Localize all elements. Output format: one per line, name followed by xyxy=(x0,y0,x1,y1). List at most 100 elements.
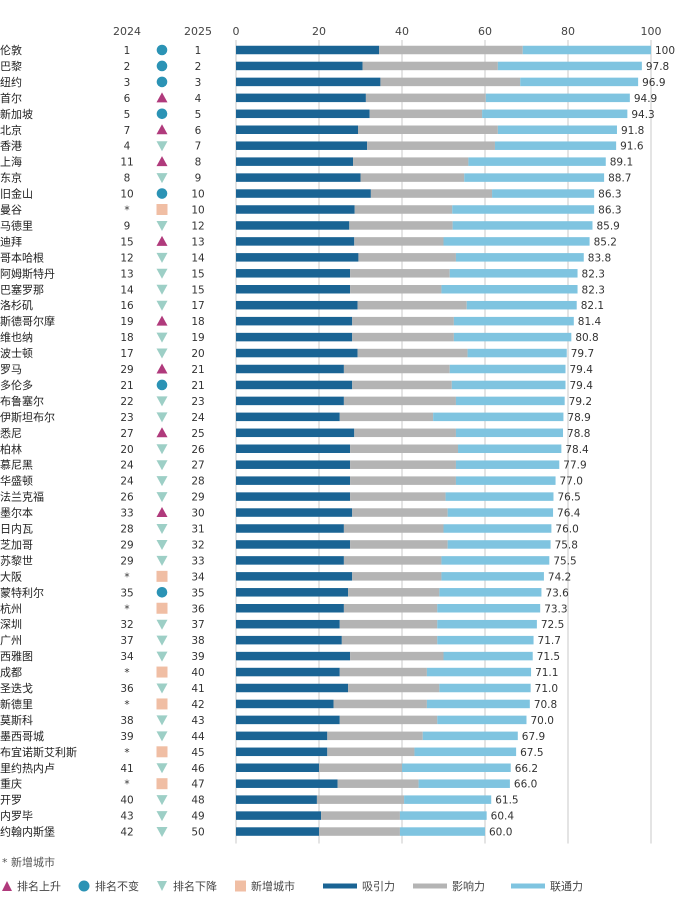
bar-attraction xyxy=(236,412,340,422)
city-name: 柏林 xyxy=(0,442,22,456)
rank-2024: 13 xyxy=(120,268,133,280)
city-name: 新德里 xyxy=(0,697,33,711)
city-name: 蒙特利尔 xyxy=(0,585,44,599)
rank-2025: 15 xyxy=(191,284,204,296)
rank-2024: 29 xyxy=(120,539,133,551)
rank-2024: 40 xyxy=(120,795,133,807)
bar-attraction xyxy=(236,428,355,438)
score-label: 91.6 xyxy=(620,141,644,153)
rank-2025: 5 xyxy=(195,109,202,121)
rank-2024: 43 xyxy=(120,811,133,823)
bar-influence xyxy=(352,508,448,517)
city-name: 重庆 xyxy=(0,777,22,791)
bar-connectivity xyxy=(455,476,556,485)
bar-connectivity xyxy=(439,683,531,693)
rank-new-icon xyxy=(156,570,168,582)
rank-2024: 16 xyxy=(120,300,134,312)
rank-down-icon xyxy=(156,731,168,742)
rank-2024: 34 xyxy=(120,651,134,663)
bar-influence xyxy=(367,141,495,150)
rank-2024: * xyxy=(124,699,129,711)
rank-2024: 24 xyxy=(120,460,134,472)
score-label: 60.0 xyxy=(489,827,512,839)
bar-connectivity xyxy=(447,540,551,549)
bar-attraction xyxy=(236,572,353,581)
rank-2024: 38 xyxy=(120,715,133,727)
city-name: 杭州 xyxy=(0,601,22,615)
score-label: 61.5 xyxy=(495,795,518,807)
city-name: 阿姆斯特丹 xyxy=(0,266,55,280)
rank-new-icon xyxy=(156,602,168,614)
bar-influence xyxy=(369,109,483,119)
rank-down-icon xyxy=(156,811,168,822)
rank-2024: 28 xyxy=(120,524,133,536)
rank-new-icon xyxy=(156,698,168,710)
bar-connectivity xyxy=(455,428,564,438)
rank-2024: 36 xyxy=(120,683,134,695)
bar-attraction xyxy=(236,827,319,836)
city-name: 波士顿 xyxy=(0,346,33,360)
bar-influence xyxy=(341,635,438,645)
rank-2024: 5 xyxy=(124,109,131,121)
bar-influence xyxy=(327,731,423,741)
bar-connectivity xyxy=(399,811,487,820)
bar-influence xyxy=(343,364,450,374)
city-name: 伊斯坦布尔 xyxy=(0,410,55,424)
rank-down-icon xyxy=(156,635,168,646)
rank-up-icon xyxy=(156,363,168,374)
bar-influence xyxy=(319,827,400,836)
rank-2025: 21 xyxy=(191,380,204,392)
bar-connectivity xyxy=(467,348,567,358)
bar-connectivity xyxy=(449,364,566,374)
bar-influence xyxy=(353,157,469,166)
bar-influence xyxy=(358,125,498,134)
city-name: 上海 xyxy=(0,155,22,169)
score-label: 100 xyxy=(655,45,675,57)
city-name: 华盛顿 xyxy=(0,474,33,488)
rank-2024: 27 xyxy=(120,428,133,440)
rank-2024: 8 xyxy=(124,173,131,185)
bar-influence xyxy=(339,715,438,725)
rank-2024: * xyxy=(124,747,129,759)
city-name: 西雅图 xyxy=(0,649,33,663)
rank-2025: 44 xyxy=(191,731,205,743)
city-name: 深圳 xyxy=(0,618,22,631)
bar-attraction xyxy=(236,364,344,374)
city-name: 哥本哈根 xyxy=(0,250,44,264)
bar-attraction xyxy=(236,45,380,55)
rank-2024: 14 xyxy=(120,284,134,296)
x-tick-label: 20 xyxy=(312,25,326,38)
rank-2025: 31 xyxy=(191,524,204,536)
header-2024: 2024 xyxy=(113,25,141,38)
rank-2025: 9 xyxy=(195,173,202,185)
city-name: 伦敦 xyxy=(0,43,22,57)
rank-2025: 50 xyxy=(191,827,204,839)
rank-down-icon xyxy=(156,173,168,184)
rank-down-icon xyxy=(156,412,168,423)
rank-2025: 21 xyxy=(191,364,204,376)
bar-influence xyxy=(380,77,521,87)
rank-down-icon xyxy=(156,348,168,359)
rank-down-icon xyxy=(156,476,168,487)
rank-2025: 13 xyxy=(191,236,204,248)
bar-connectivity xyxy=(452,205,595,214)
bar-influence xyxy=(327,747,415,757)
legend-influence-label: 影响力 xyxy=(452,880,485,893)
score-label: 67.5 xyxy=(520,747,543,759)
city-name: 曼谷 xyxy=(0,204,22,217)
bar-connectivity xyxy=(441,556,550,565)
bar-influence xyxy=(337,779,419,788)
bar-connectivity xyxy=(441,285,578,294)
rank-2025: 49 xyxy=(191,811,204,823)
score-label: 76.0 xyxy=(555,524,578,536)
bar-influence xyxy=(362,61,498,71)
bar-attraction xyxy=(236,460,351,469)
rank-2025: 12 xyxy=(191,220,204,232)
bar-attraction xyxy=(236,619,340,629)
bar-influence xyxy=(339,619,438,629)
bar-attraction xyxy=(236,444,351,453)
score-label: 73.6 xyxy=(545,587,569,599)
bar-attraction xyxy=(236,173,361,182)
rank-up-icon xyxy=(156,507,168,518)
